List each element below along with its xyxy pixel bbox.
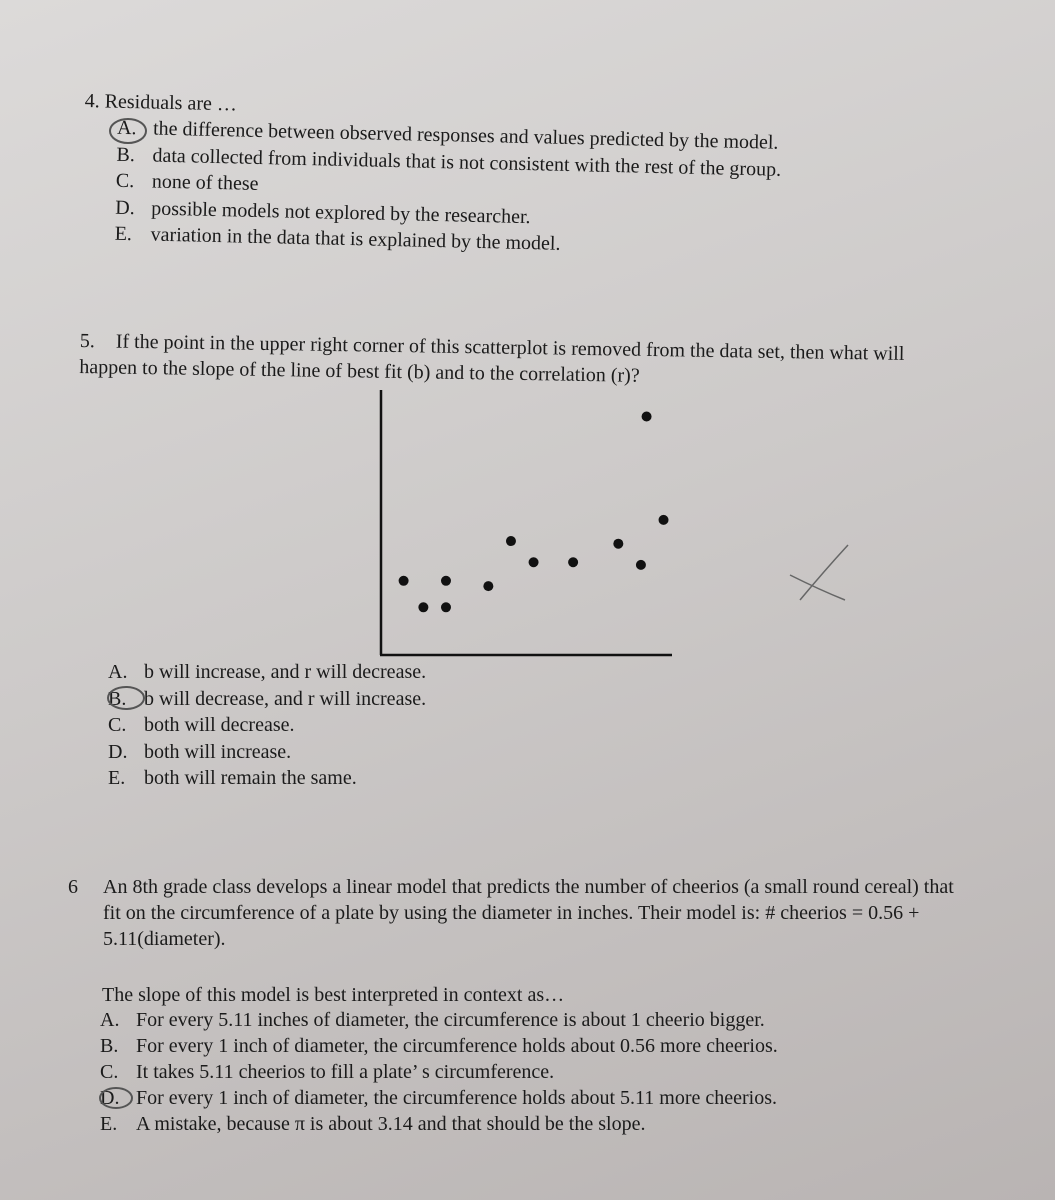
option: E. A mistake, because π is about 3.14 and… [100,1111,645,1137]
point [505,536,516,547]
point [613,538,624,549]
point [418,602,429,613]
x-mark [789,544,849,601]
point [440,602,451,613]
option-letter: E. [108,767,126,789]
option-letter: A. [100,1009,120,1031]
option: A. b will increase, and r will decrease. [108,659,426,685]
point [440,575,451,586]
option-letter: D. [108,740,128,763]
option-text: A mistake, because π is about 3.14 and t… [136,1113,646,1135]
circle-mark [99,1087,133,1109]
option-text: For every 1 inch of diameter, the circum… [136,1087,777,1109]
point [568,557,579,568]
option-text: For every 1 inch of diameter, the circum… [136,1035,778,1057]
point [635,559,646,570]
option: D. For every 1 inch of diameter, the circ… [100,1085,777,1111]
option: A. For every 5.11 inches of diameter, the… [100,1007,765,1033]
option-text: It takes 5.11 cheerios to fill a plate’ … [136,1061,555,1083]
option-text: both will increase. [144,740,292,763]
point [398,575,409,586]
option-text: b will increase, and r will decrease. [144,661,427,683]
question-number: 6 [68,876,78,898]
circle-mark [109,118,147,144]
option-text: b will decrease, and r will increase. [144,687,427,710]
question-prompt: An 8th grade class develops a linear mod… [103,876,954,950]
option: E. both will remain the same. [108,765,357,791]
option: D. both will increase. [108,739,291,765]
option-text: For every 5.11 inches of diameter, the c… [136,1009,765,1031]
option-letter: D. [100,1087,120,1109]
option-letter: E. [100,1113,118,1135]
point [658,514,669,525]
question-subprompt: The slope of this model is best interpre… [102,984,565,1006]
option-letter: C. [108,714,127,736]
option: C. both will decrease. [108,712,295,738]
option-letter: A. [108,661,128,683]
point [528,557,539,568]
point [483,581,494,592]
option-text: both will remain the same. [144,767,357,789]
option: B. For every 1 inch of diameter, the circ… [100,1033,778,1059]
option-letter: B. [100,1035,119,1057]
option: B. b will decrease, and r will increase. [108,686,426,712]
point [641,411,652,422]
scatterplot [379,390,672,657]
option-letter: C. [100,1061,119,1083]
option-text: both will decrease. [144,714,295,736]
option: C. It takes 5.11 cheerios to fill a plate… [100,1059,554,1085]
option-letter: B. [108,687,127,710]
circle-mark [107,686,145,710]
